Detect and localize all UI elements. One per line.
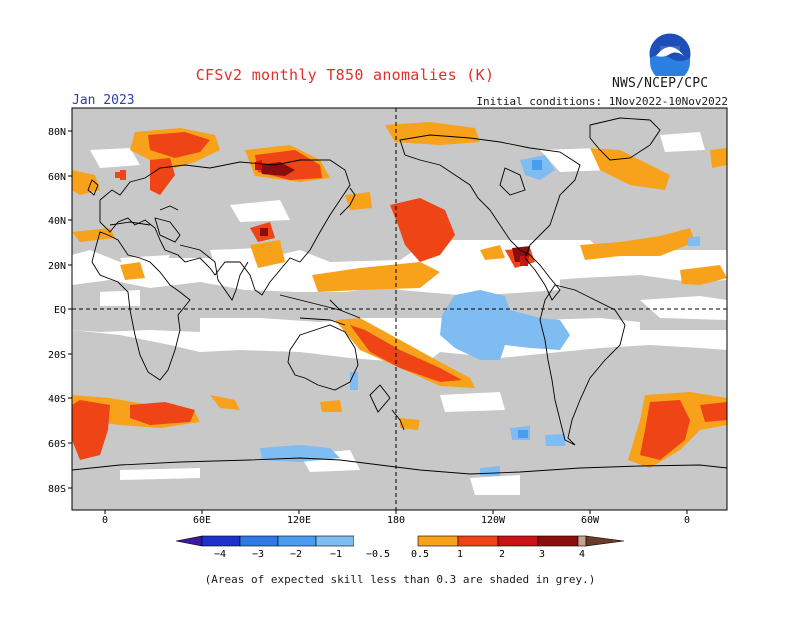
colorbar-label: 2 — [499, 549, 505, 560]
colorbar-segment — [354, 536, 418, 546]
lon-label: 0 — [102, 515, 108, 526]
lat-label: EQ — [54, 305, 66, 316]
colorbar-segment — [497, 535, 539, 547]
colorbar-label: 3 — [539, 549, 545, 560]
lat-label: 80S — [48, 484, 66, 495]
org-label: NWS/NCEP/CPC — [612, 76, 709, 91]
lat-label: 40N — [48, 216, 66, 227]
colorbar-segment — [417, 535, 459, 547]
colorbar-segment — [315, 535, 355, 547]
lon-label: 0 — [684, 515, 690, 526]
colorbar-label: −3 — [252, 549, 264, 560]
colorbar-segment — [201, 535, 241, 547]
lat-label: 60S — [48, 439, 66, 450]
target-month-label: Jan 2023 — [72, 93, 135, 108]
initial-conditions-label: Initial conditions: 1Nov2022-10Nov2022 — [476, 95, 728, 108]
colorbar-label: 0.5 — [411, 549, 429, 560]
lat-label: 80N — [48, 127, 66, 138]
colorbar-segment — [175, 535, 203, 547]
map-title: CFSv2 monthly T850 anomalies (K) — [195, 66, 495, 84]
colorbar-label: −4 — [214, 549, 226, 560]
colorbar — [175, 535, 625, 547]
colorbar-label: −2 — [290, 549, 302, 560]
lon-label: 60W — [581, 515, 600, 526]
lon-label: 60E — [193, 515, 211, 526]
lon-label: 180 — [387, 515, 405, 526]
lon-label: 120E — [287, 515, 311, 526]
coastlines — [72, 117, 727, 475]
noaa-logo-icon — [648, 32, 692, 76]
colorbar-label: 1 — [457, 549, 463, 560]
lon-label: 120W — [481, 515, 506, 526]
colorbar-segment — [457, 535, 499, 547]
colorbar-label: 4 — [579, 549, 585, 560]
colorbar-segment — [585, 535, 625, 547]
colorbar-segment — [277, 535, 317, 547]
cool-anomaly-1-0p5 — [260, 155, 700, 476]
skill-footnote: (Areas of expected skill less than 0.3 a… — [204, 573, 596, 586]
colorbar-segment — [537, 535, 579, 547]
colorbar-segment — [239, 535, 279, 547]
lat-label: 20N — [48, 261, 66, 272]
colorbar-label: −0.5 — [366, 549, 390, 560]
colorbar-label: −1 — [330, 549, 342, 560]
lat-label: 20S — [48, 350, 66, 361]
colorbar-segment — [577, 535, 587, 547]
lat-label: 40S — [48, 394, 66, 405]
lat-label: 60N — [48, 172, 66, 183]
low-skill-grey-shading — [72, 108, 727, 510]
